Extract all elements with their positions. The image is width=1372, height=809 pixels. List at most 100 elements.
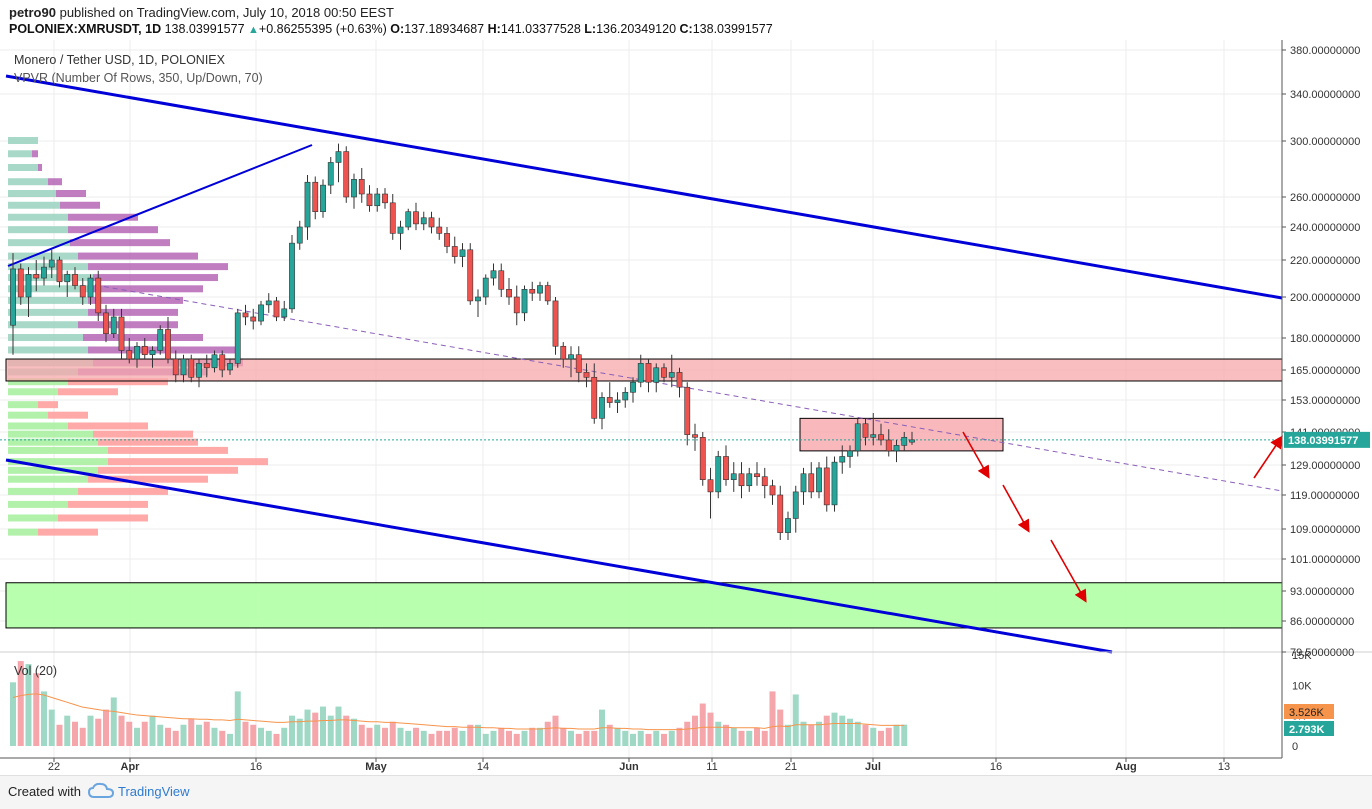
vpvr-up-17 [8,346,88,354]
volume-bar-103 [808,724,815,746]
chart-area[interactable]: 380.00000000 340.00000000 300.00000000 260.… [0,40,1372,775]
vpvr-down-20 [68,378,168,386]
volume-bar-104 [816,721,822,746]
candle-body-37 [296,226,303,244]
author-name[interactable]: petro90 [9,5,56,20]
volume-bar-59 [467,724,474,746]
volume-bar-36 [289,715,295,746]
vpvr-up-13 [8,296,88,304]
candle-body-20 [165,329,171,360]
candle-body-80 [630,381,636,393]
publish-line: petro90 published on TradingView.com, Ju… [9,5,394,20]
vol-tag-bg [1284,721,1334,736]
vpvr-up-5 [8,201,60,209]
candle-body-23 [188,358,195,378]
candle-body-113 [885,439,892,452]
volume-bar-0 [10,682,16,746]
volume-bar-21 [172,730,179,746]
volume-bar-94 [738,730,745,746]
volume-bar-40 [320,706,326,746]
vpvr-down-4 [56,190,86,198]
tradingview-brand[interactable]: TradingView [118,784,190,799]
low-value: 136.20349120 [596,22,677,36]
candle-body-38 [304,181,311,228]
vpvr-up-34 [8,528,38,536]
candle-body-10 [87,277,94,298]
volume-bar-41 [327,715,334,746]
candle-body-100 [785,518,791,533]
candle-body-0 [10,268,16,326]
candle-body-104 [816,467,822,493]
candle-body-88 [692,434,698,438]
vpvr-down-30 [88,475,208,483]
volume-bar-86 [676,727,683,746]
vpvr-down-16 [83,334,203,341]
candle-body-19 [157,329,164,351]
grid [0,40,1282,758]
candle-body-65 [513,296,520,314]
projection-arrow-2 [1050,539,1087,603]
candle-body-84 [661,367,667,378]
vpvr-down-5 [60,201,100,209]
candle-body-8 [72,274,78,286]
x-tick-label-4: 14 [477,761,489,773]
published-text: published on TradingView.com, July 10, 2… [59,5,394,20]
candle-body-2 [25,274,32,298]
volume-bar-18 [149,715,156,746]
y-tick-label-12: 119.00000000 [1290,490,1360,502]
vpvr-up-31 [8,487,78,495]
price-chart[interactable]: 380.00000000 340.00000000 300.00000000 260.… [0,40,1372,775]
candle-body-93 [730,473,737,480]
vol-tick-label-3: 0 [1292,741,1298,753]
volume-bar-85 [668,730,675,746]
vpvr-up-26 [8,438,98,446]
x-tick-label-7: 21 [785,761,797,773]
volume-bar-49 [389,721,396,746]
vpvr-down-29 [98,466,238,474]
projection-arrow-1 [1002,484,1030,533]
volume-bar-52 [413,727,419,746]
volume-bar-8 [72,721,78,746]
candle-body-32 [258,304,264,322]
axes: 380.00000000 340.00000000 300.00000000 260.… [0,40,1370,773]
y-tick-label-5: 220.00000000 [1290,255,1360,267]
candle-body-89 [699,437,706,480]
volume-bar-27 [219,730,226,746]
candle-body-73 [575,354,582,373]
volume-bar-39 [312,712,319,746]
candle-body-99 [777,494,784,533]
candle-body-17 [141,345,148,356]
candle-body-25 [203,363,210,369]
candle-body-81 [637,363,644,383]
vpvr-up-25 [8,430,93,438]
vpvr-down-6 [68,213,138,221]
x-tick-label-3: May [365,761,387,773]
candle-body-94 [738,473,745,487]
candle-body-67 [529,289,536,294]
vpvr-down-9 [78,252,198,260]
volume-bar-53 [420,730,427,746]
volume-bar-105 [823,715,830,746]
vpvr-down-8 [70,239,170,247]
candle-body-24 [196,363,202,378]
candle-body-116 [909,439,915,443]
candle-body-28 [227,363,233,371]
candle-body-68 [537,285,543,294]
volume-bar-17 [141,721,148,746]
candle-body-92 [723,456,729,480]
candle-body-61 [482,277,489,298]
candle-body-7 [64,274,71,283]
projection-arrows [962,431,1283,603]
x-tick-label-6: 11 [706,761,717,773]
candle-body-54 [428,217,435,228]
trendline-upper [5,74,1283,300]
vpvr-up-16 [8,334,83,341]
volume-bar-64 [506,730,512,746]
volume-bar-37 [296,718,303,746]
volume-bar-47 [374,724,381,746]
y-tick-label-14: 101.00000000 [1290,554,1360,566]
candle-body-87 [684,386,691,435]
volume-bar-88 [692,715,698,746]
volume-bar-91 [715,721,722,746]
x-tick-label-5: Jun [619,761,639,773]
